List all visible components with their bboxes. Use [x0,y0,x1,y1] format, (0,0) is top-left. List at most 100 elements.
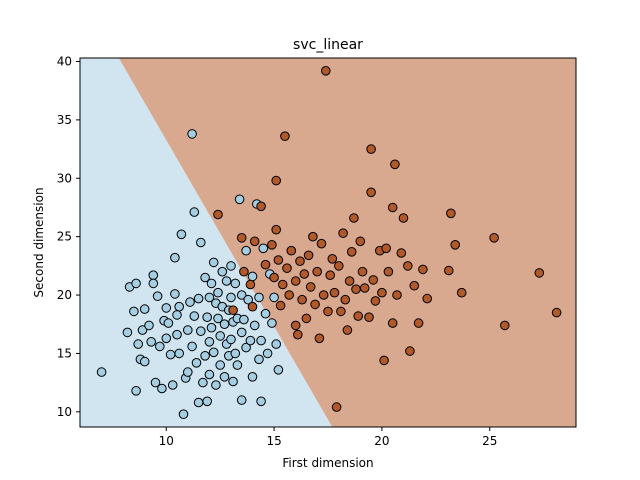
series-2-point [450,240,461,250]
series-2-point [273,255,284,265]
series-2-point [377,287,387,298]
series-2-point [346,247,357,257]
series-1-point [196,326,206,337]
series-1-point [167,380,178,390]
series-1-point [236,395,247,405]
series-2-point [286,245,297,256]
series-1-point [271,339,282,349]
series-1-point [230,348,241,359]
series-2-point [422,293,433,304]
series-2-point [323,306,333,317]
series-2-point [387,202,398,213]
series-1-point [144,320,154,331]
y-tick-label: 10 [57,405,72,419]
series-2-point [247,301,258,312]
series-1-point [185,297,195,307]
decision-regions [80,58,576,427]
chart-title: svc_linear [293,37,363,53]
series-1-point [219,319,230,330]
series-2-point [403,261,413,271]
series-1-point [239,314,249,325]
series-2-point [260,259,271,270]
data-points [96,66,562,420]
series-2-point [282,263,292,274]
series-1-point [146,337,156,347]
series-2-point [379,355,389,366]
series-2-point [271,175,282,186]
series-1-point [204,369,215,380]
series-2-point [370,296,381,306]
series-1-point [165,349,176,360]
y-tick-label: 20 [57,288,72,302]
series-1-point [245,335,256,346]
series-1-point [183,325,193,335]
x-axis-label: First dimension [282,456,373,470]
series-1-point [187,341,197,352]
series-2-point [396,248,407,258]
x-tick-label: 15 [266,434,281,448]
series-1-point [213,313,223,324]
series-2-point [293,329,303,340]
series-2-point [349,213,359,223]
series-2-point [314,333,325,344]
series-1-point [172,310,182,320]
series-2-point [331,402,342,412]
series-1-point [258,243,269,254]
series-2-point [249,236,260,247]
series-1-point [241,245,251,256]
series-2-point [271,224,282,235]
series-2-point [409,280,420,291]
y-tick-label: 15 [57,346,72,360]
series-2-point [418,264,428,275]
series-2-point [295,256,305,267]
series-2-point [280,131,290,141]
series-2-point [297,294,307,305]
series-2-point [213,209,223,220]
series-1-point [157,383,167,394]
series-2-point [321,66,331,76]
series-2-point [327,253,338,264]
x-tick-label: 20 [374,434,389,448]
series-1-point [208,257,219,268]
series-2-point [500,320,510,331]
series-2-point [366,144,376,154]
series-1-point [189,207,200,217]
series-1-point [241,342,251,353]
series-2-point [387,318,398,328]
series-1-point [161,303,172,313]
series-2-point [284,290,295,300]
series-2-point [392,290,402,300]
series-2-point [312,266,323,277]
series-1-point [262,348,273,359]
series-1-point [139,304,150,314]
series-2-point [308,231,318,242]
series-2-point [239,266,249,277]
series-1-point [256,396,266,407]
series-1-point [96,367,107,377]
series-1-point [273,365,284,375]
series-2-point [366,187,376,198]
series-2-point [368,275,379,285]
series-2-point [413,318,424,328]
series-1-point [163,318,174,328]
series-2-point [301,313,312,324]
series-2-point [245,279,256,290]
y-axis-ticks: 10 15 20 25 30 35 40 [57,55,80,419]
series-2-point [334,261,344,271]
series-2-point [299,269,310,279]
series-1-point [198,377,208,388]
series-1-point [202,396,212,407]
series-2-point [329,287,340,298]
series-2-point [316,238,327,249]
series-1-point [206,278,217,289]
series-1-point [221,276,232,286]
x-tick-label: 10 [159,434,174,448]
y-tick-label: 25 [57,230,72,244]
series-1-point [204,292,215,303]
series-1-point [137,325,148,335]
series-2-point [338,228,348,238]
series-1-point [232,360,243,370]
series-1-point [129,306,139,317]
series-2-point [342,325,353,335]
